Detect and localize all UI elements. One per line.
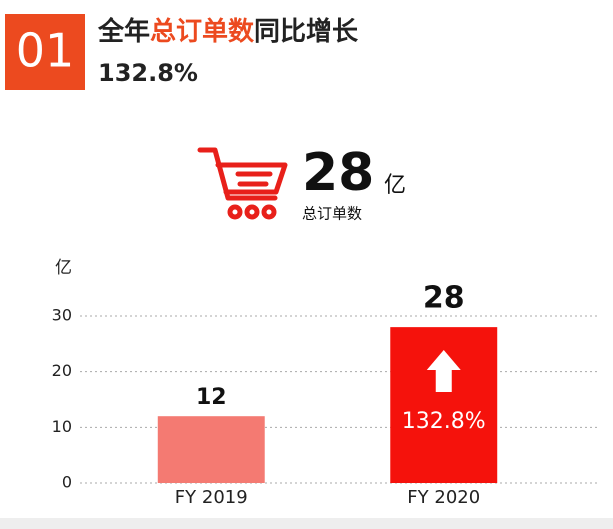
y-tick-label: 0 (62, 473, 72, 492)
section-number: 01 (16, 24, 75, 78)
section-title: 全年总订单数同比增长 (97, 16, 359, 47)
value-label: 28 (423, 281, 465, 316)
y-axis-unit: 亿 (55, 258, 72, 278)
value-label: 12 (196, 385, 227, 410)
bottom-strip (0, 518, 613, 529)
y-tick-label: 10 (52, 417, 72, 436)
y-tick-label: 20 (52, 361, 72, 380)
cart-icon (197, 147, 288, 220)
x-tick-label: FY 2020 (407, 487, 480, 508)
growth-label: 132.8% (402, 409, 486, 434)
summary-unit: 亿 (384, 173, 406, 198)
x-tick-label: FY 2019 (175, 487, 248, 508)
bar (157, 416, 265, 483)
summary-value: 28 (302, 143, 374, 203)
title-highlight: 总订单数 (150, 17, 255, 47)
y-tick-label: 30 (52, 306, 72, 325)
number-badge (5, 14, 85, 90)
summary-label: 总订单数 (302, 205, 362, 223)
title-part: 同比增长 (254, 16, 359, 47)
section-subtitle: 132.8% (98, 59, 198, 87)
growth-arrow (426, 350, 461, 392)
title-part: 全年 (97, 16, 150, 47)
